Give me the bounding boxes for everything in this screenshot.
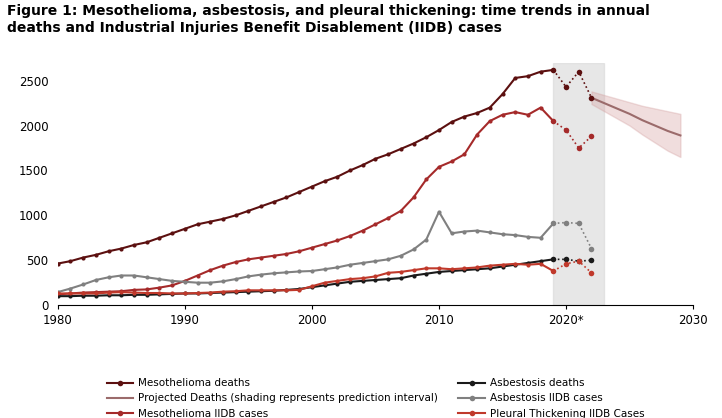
Text: Figure 1: Mesothelioma, asbestosis, and pleural thickening: time trends in annua: Figure 1: Mesothelioma, asbestosis, and … — [7, 4, 650, 36]
Legend: Mesothelioma deaths, Projected Deaths (shading represents prediction interval), : Mesothelioma deaths, Projected Deaths (s… — [107, 378, 644, 418]
Bar — [553, 63, 604, 305]
